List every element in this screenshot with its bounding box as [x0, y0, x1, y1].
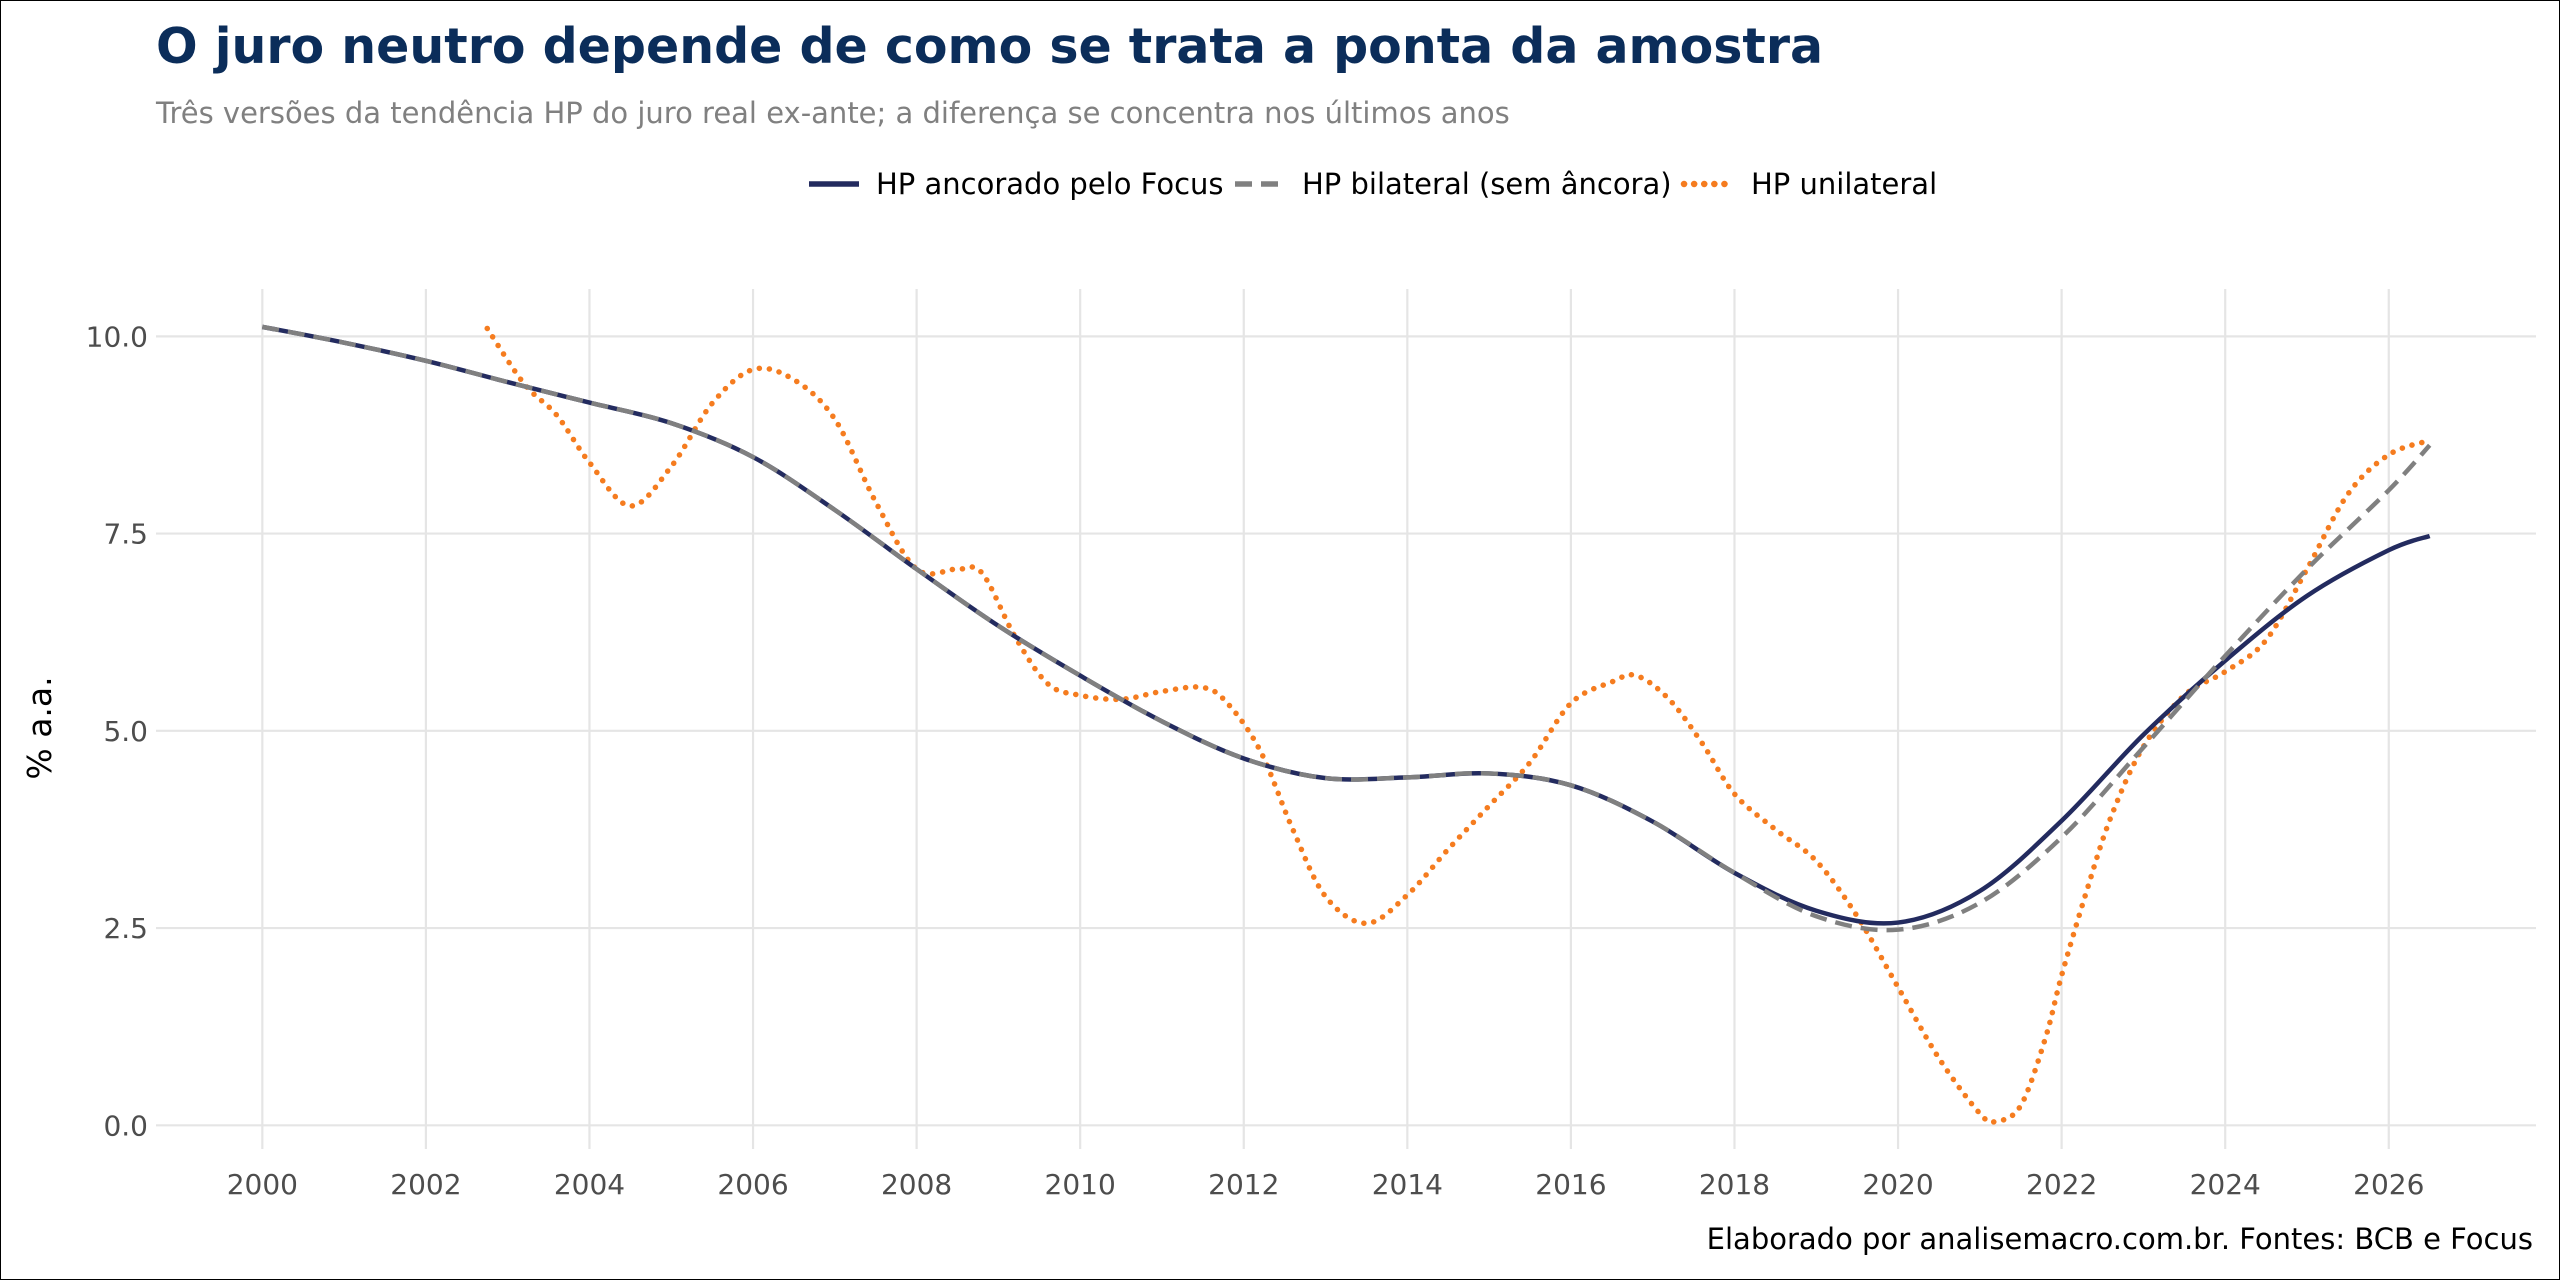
x-tick-label: 2008 — [881, 1168, 952, 1201]
legend-label: HP bilateral (sem âncora) — [1302, 167, 1672, 201]
x-tick-label: 2012 — [1208, 1168, 1279, 1201]
y-axis-label: % a.a. — [20, 676, 59, 779]
x-tick-label: 2016 — [1535, 1168, 1606, 1201]
chart-subtitle: Três versões da tendência HP do juro rea… — [155, 96, 1510, 130]
legend-label: HP unilateral — [1751, 167, 1937, 201]
x-tick-label: 2006 — [717, 1168, 788, 1201]
y-tick-label: 10.0 — [86, 320, 148, 353]
series-line-solid — [261, 324, 2431, 926]
series-line-dotted — [484, 325, 2433, 1125]
x-tick-label: 2014 — [1372, 1168, 1443, 1201]
legend-label: HP ancorado pelo Focus — [876, 167, 1224, 201]
x-tick-label: 2024 — [2190, 1168, 2261, 1201]
y-tick-label: 0.0 — [103, 1109, 148, 1142]
series-line-dashed — [261, 324, 2432, 933]
x-tick-label: 2002 — [390, 1168, 461, 1201]
y-tick-label: 2.5 — [103, 912, 148, 945]
chart-caption: Elaborado por analisemacro.com.br. Fonte… — [1707, 1222, 2533, 1256]
x-tick-label: 2026 — [2353, 1168, 2424, 1201]
grid — [156, 289, 2536, 1149]
series-layer — [261, 324, 2433, 1125]
x-tick-label: 2000 — [227, 1168, 298, 1201]
chart-legend: HP ancorado pelo Focus HP bilateral (sem … — [809, 167, 1937, 201]
x-tick-label: 2010 — [1045, 1168, 1116, 1201]
tick-labels: 2000 2002 2004 2006 2008 2010 2012 2014 2016 2018… — [86, 320, 2425, 1201]
y-tick-label: 7.5 — [103, 518, 148, 551]
y-tick-label: 5.0 — [103, 715, 148, 748]
x-tick-label: 2022 — [2026, 1168, 2097, 1201]
x-tick-label: 2018 — [1699, 1168, 1770, 1201]
x-tick-label: 2004 — [554, 1168, 625, 1201]
x-tick-label: 2020 — [1862, 1168, 1933, 1201]
chart-title: O juro neutro depende de como se trata a… — [156, 18, 1823, 75]
